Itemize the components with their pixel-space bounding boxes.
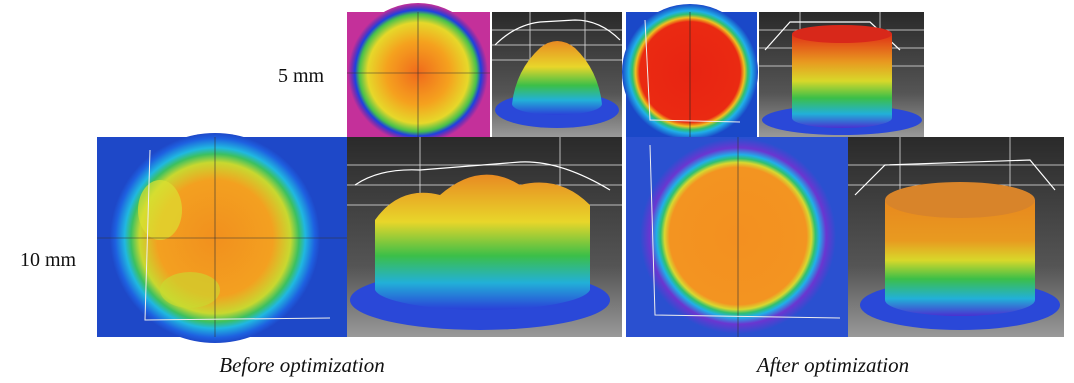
beam-2d-image (626, 137, 848, 337)
row-label: 5 mm (278, 65, 325, 87)
beam-3d-image (492, 12, 622, 137)
hot-spot (138, 180, 182, 240)
beam-2d-image (97, 133, 347, 343)
beam-2d-image (622, 4, 758, 140)
row-label: 10 mm (20, 249, 77, 271)
figure: 5 mm 10 mm Before optimization After opt… (0, 0, 1074, 383)
beam-top (792, 25, 892, 43)
beam-3d-image (759, 12, 924, 137)
beam-body (792, 34, 892, 128)
caption: Before optimization (219, 353, 384, 377)
beam-3d-image (347, 137, 622, 337)
beam-2d-image (347, 3, 490, 143)
beam-top (885, 182, 1035, 218)
hot-spot (160, 272, 220, 308)
beam-3d-image (848, 137, 1064, 337)
caption: After optimization (755, 353, 909, 377)
